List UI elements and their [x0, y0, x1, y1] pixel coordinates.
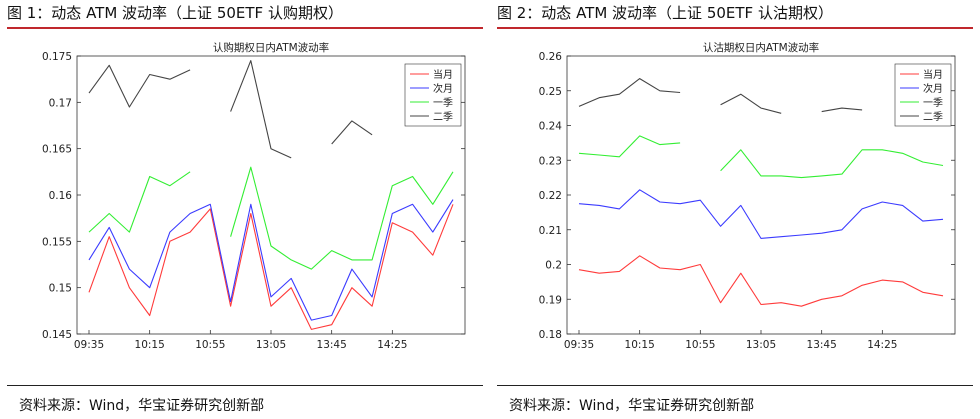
legend-label: 当月 [433, 68, 453, 81]
title-rule [497, 27, 973, 29]
x-tick-label: 10:55 [685, 339, 715, 351]
y-tick-label: 0.24 [539, 121, 563, 133]
y-tick-label: 0.21 [539, 225, 562, 237]
y-tick-label: 0.2 [545, 260, 562, 272]
figure-title: 图 1：动态 ATM 波动率（上证 50ETF 认购期权） [7, 4, 343, 22]
legend-label: 次月 [433, 82, 453, 95]
x-tick-label: 10:15 [135, 339, 165, 351]
source-note: 资料来源：Wind，华宝证券研究创新部 [509, 398, 755, 414]
series-line-次月 [578, 189, 944, 239]
series-line-二季 [88, 60, 373, 159]
x-tick-label: 14:25 [377, 339, 407, 351]
x-tick-label: 09:35 [74, 339, 104, 351]
y-tick-label: 0.18 [539, 329, 562, 341]
series-line-二季 [578, 78, 863, 114]
x-tick-label: 13:05 [746, 339, 776, 351]
x-tick-label: 13:05 [256, 339, 286, 351]
chart-title: 认沽期权日内ATM波动率 [703, 41, 819, 54]
x-tick-label: 14:25 [867, 339, 897, 351]
figure-title: 图 2：动态 ATM 波动率（上证 50ETF 认沽期权） [497, 4, 833, 22]
x-tick-label: 10:15 [625, 339, 655, 351]
chart-put: 认沽期权日内ATM波动率 0.18 0.19 0.2 0.21 0.22 0.23 0.24 0… [539, 41, 956, 351]
chart-title: 认购期权日内ATM波动率 [213, 41, 329, 54]
series-line-一季 [578, 135, 944, 179]
source-rule [497, 385, 973, 386]
legend-label: 次月 [923, 82, 943, 95]
y-tick-label: 0.26 [539, 51, 563, 63]
legend-label: 当月 [923, 68, 943, 81]
title-rule [7, 27, 483, 29]
y-tick-label: 0.22 [539, 190, 562, 202]
source-note: 资料来源：Wind，华宝证券研究创新部 [19, 398, 265, 414]
chart-call: 认购期权日内ATM波动率 0.145 0.15 0.155 0.16 0.165 0.17 0… [42, 41, 466, 351]
series-line-一季 [88, 166, 454, 270]
y-tick-label: 0.25 [539, 86, 562, 98]
y-tick-label: 0.175 [42, 51, 72, 63]
series-line-当月 [88, 204, 454, 330]
y-tick-label: 0.16 [49, 190, 73, 202]
figure-2: 图 2：动态 ATM 波动率（上证 50ETF 认沽期权） 认沽期权日内ATM波… [497, 0, 973, 419]
legend-label: 二季 [433, 111, 453, 123]
legend-label: 一季 [923, 97, 943, 109]
y-tick-label: 0.165 [42, 144, 72, 156]
series-line-次月 [88, 199, 454, 321]
y-tick-label: 0.155 [42, 236, 72, 248]
y-tick-label: 0.15 [49, 283, 72, 295]
y-tick-label: 0.23 [539, 155, 562, 167]
legend-label: 二季 [923, 111, 943, 123]
x-tick-label: 09:35 [564, 339, 594, 351]
x-tick-label: 10:55 [195, 339, 225, 351]
x-tick-label: 13:45 [807, 339, 837, 351]
legend-label: 一季 [433, 97, 453, 109]
series-line-当月 [578, 255, 944, 307]
figure-1: 图 1：动态 ATM 波动率（上证 50ETF 认购期权） 认购期权日内ATM波… [7, 0, 483, 419]
y-tick-label: 0.145 [42, 329, 72, 341]
x-tick-label: 13:45 [317, 339, 347, 351]
y-tick-label: 0.17 [49, 97, 72, 109]
y-tick-label: 0.19 [539, 294, 562, 306]
source-rule [7, 385, 483, 386]
